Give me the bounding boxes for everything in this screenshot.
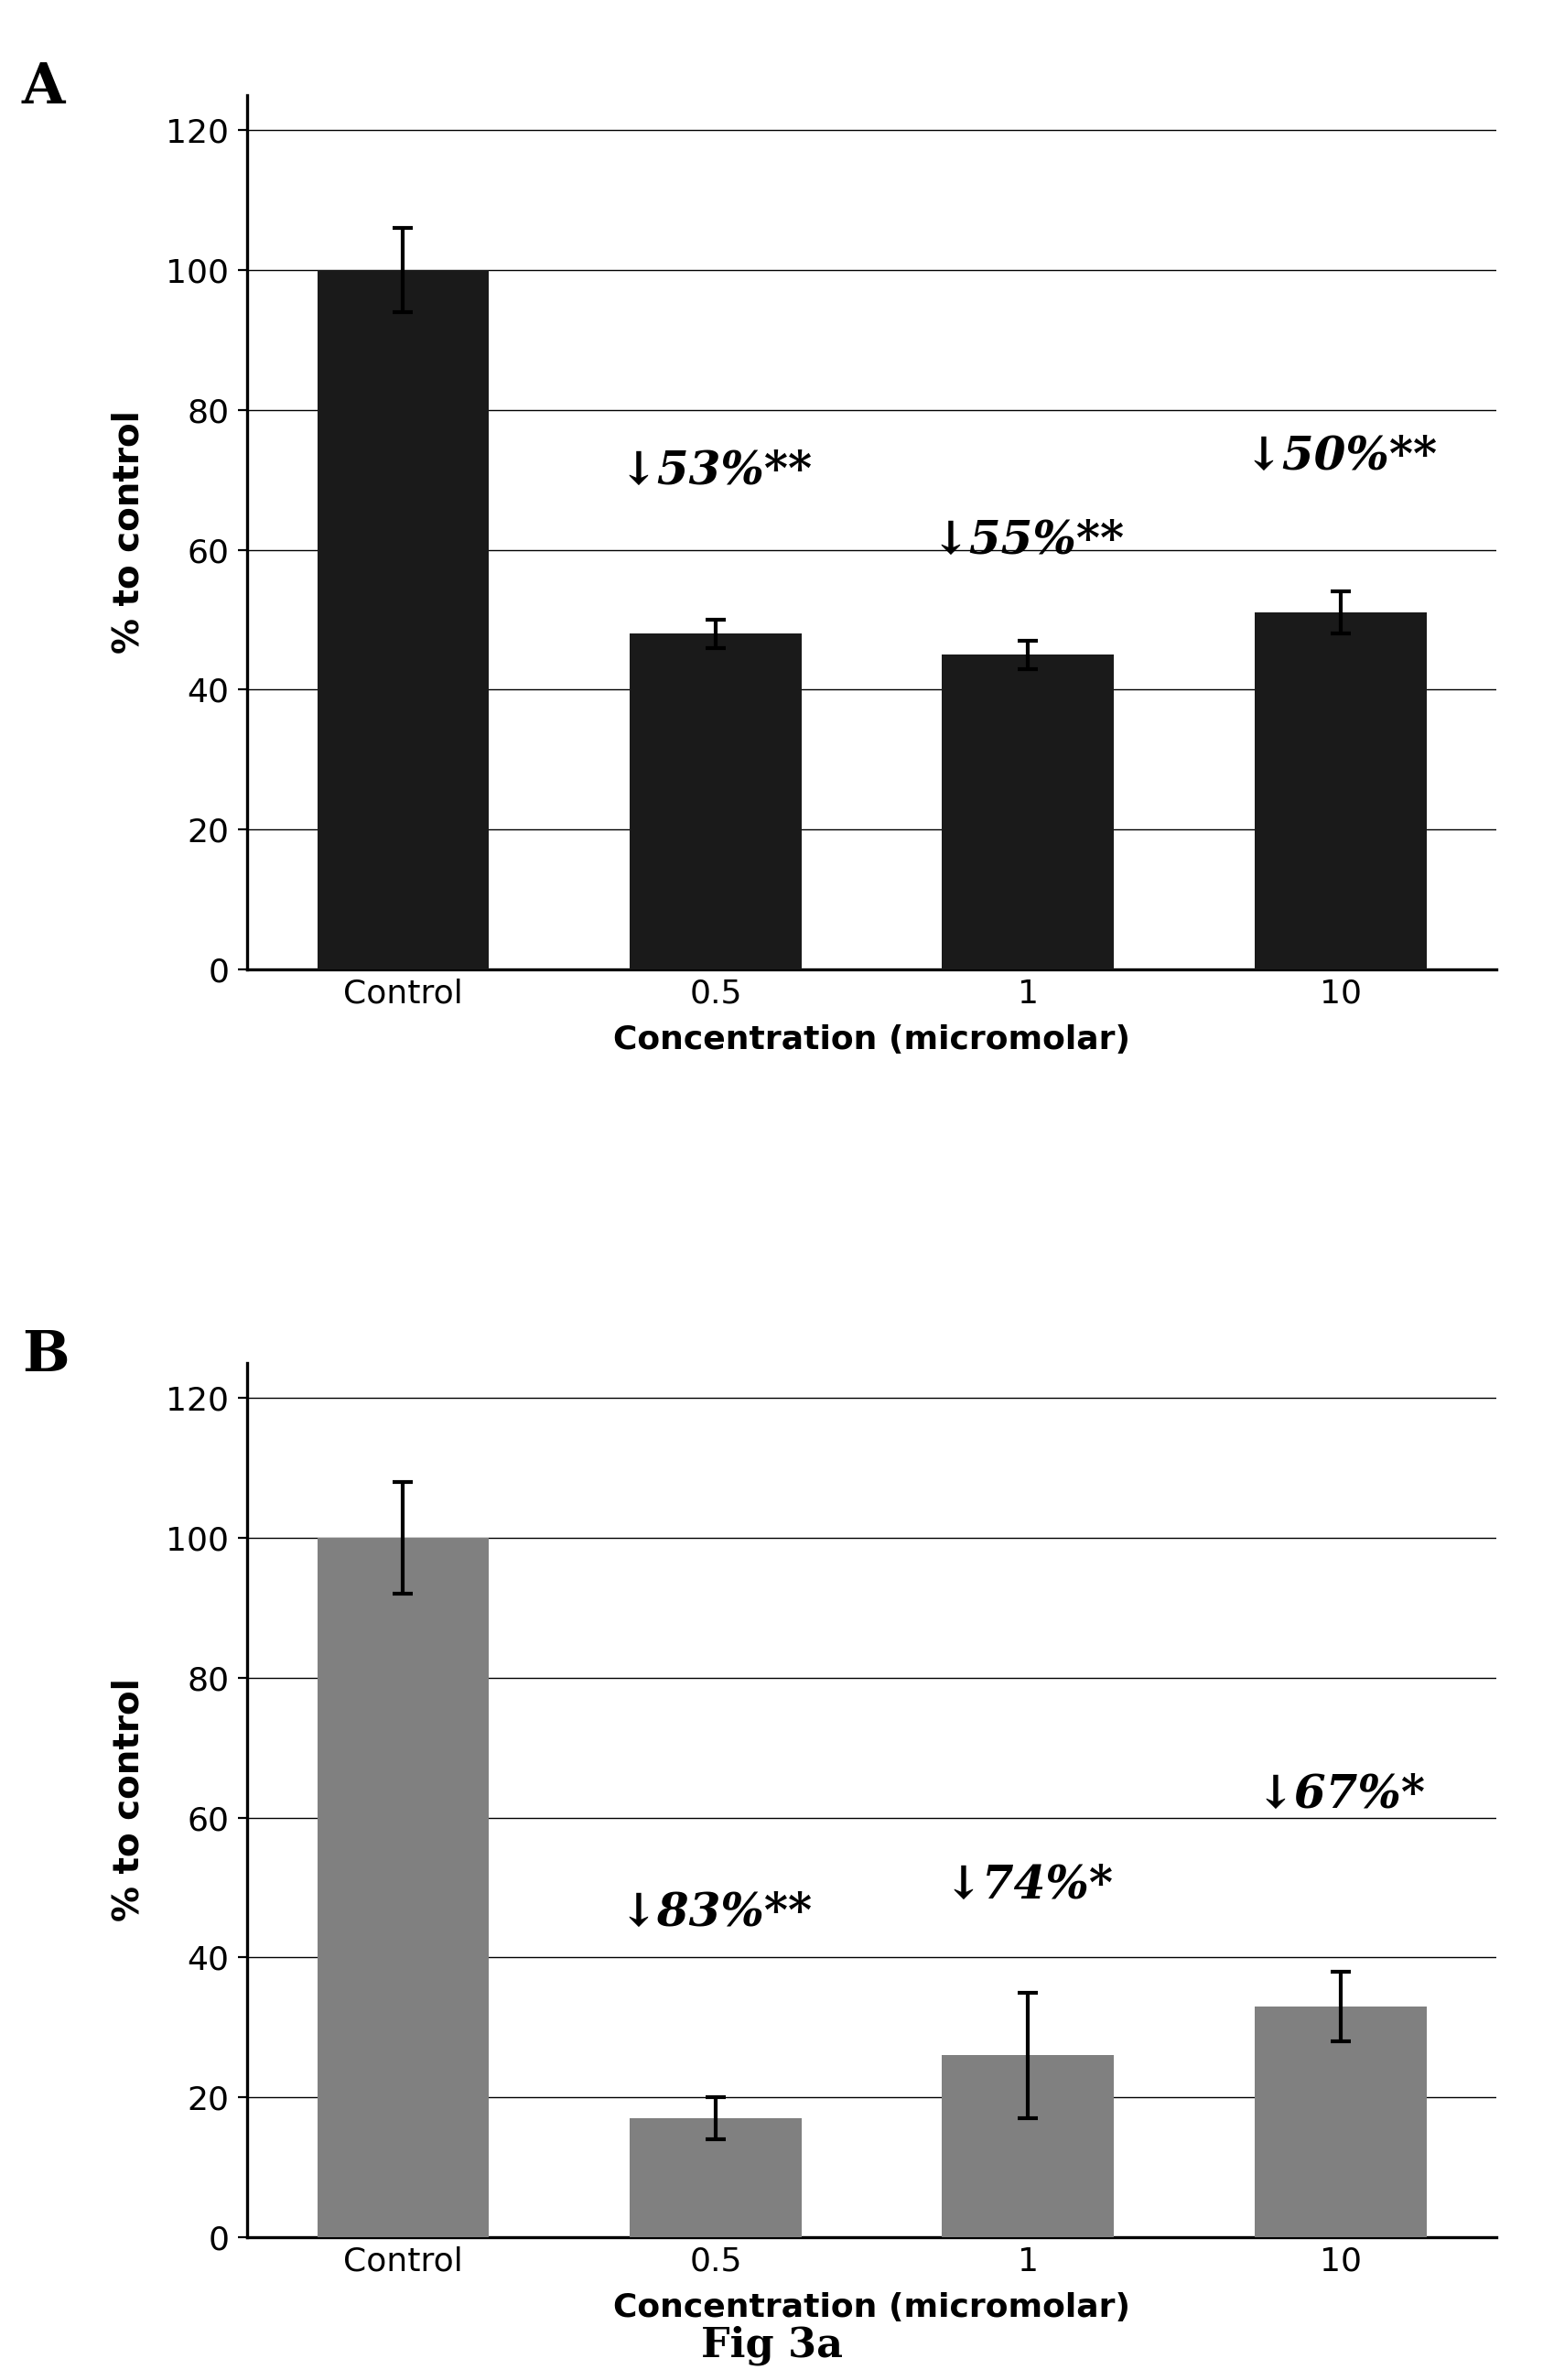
Bar [1254, 2006, 1426, 2237]
Bar [630, 633, 801, 969]
Text: ↓67%*: ↓67%* [1256, 1773, 1426, 1818]
Y-axis label: % to control: % to control [111, 412, 145, 654]
Text: A: A [22, 60, 65, 114]
X-axis label: Concentration (micromolar): Concentration (micromolar) [613, 1026, 1131, 1057]
Bar [1254, 612, 1426, 969]
Bar [318, 1537, 489, 2237]
Text: B: B [22, 1328, 69, 1383]
Text: ↓55%**: ↓55%** [932, 519, 1125, 564]
Text: ↓74%*: ↓74%* [943, 1864, 1113, 1909]
Bar [943, 2056, 1114, 2237]
Text: ↓50%**: ↓50%** [1244, 436, 1437, 481]
Bar [318, 269, 489, 969]
Bar [943, 655, 1114, 969]
Y-axis label: % to control: % to control [111, 1678, 145, 1921]
Text: ↓53%**: ↓53%** [619, 450, 812, 495]
Bar [630, 2118, 801, 2237]
Text: ↓83%**: ↓83%** [619, 1892, 812, 1937]
X-axis label: Concentration (micromolar): Concentration (micromolar) [613, 2292, 1131, 2323]
Text: Fig 3a: Fig 3a [701, 2325, 842, 2366]
